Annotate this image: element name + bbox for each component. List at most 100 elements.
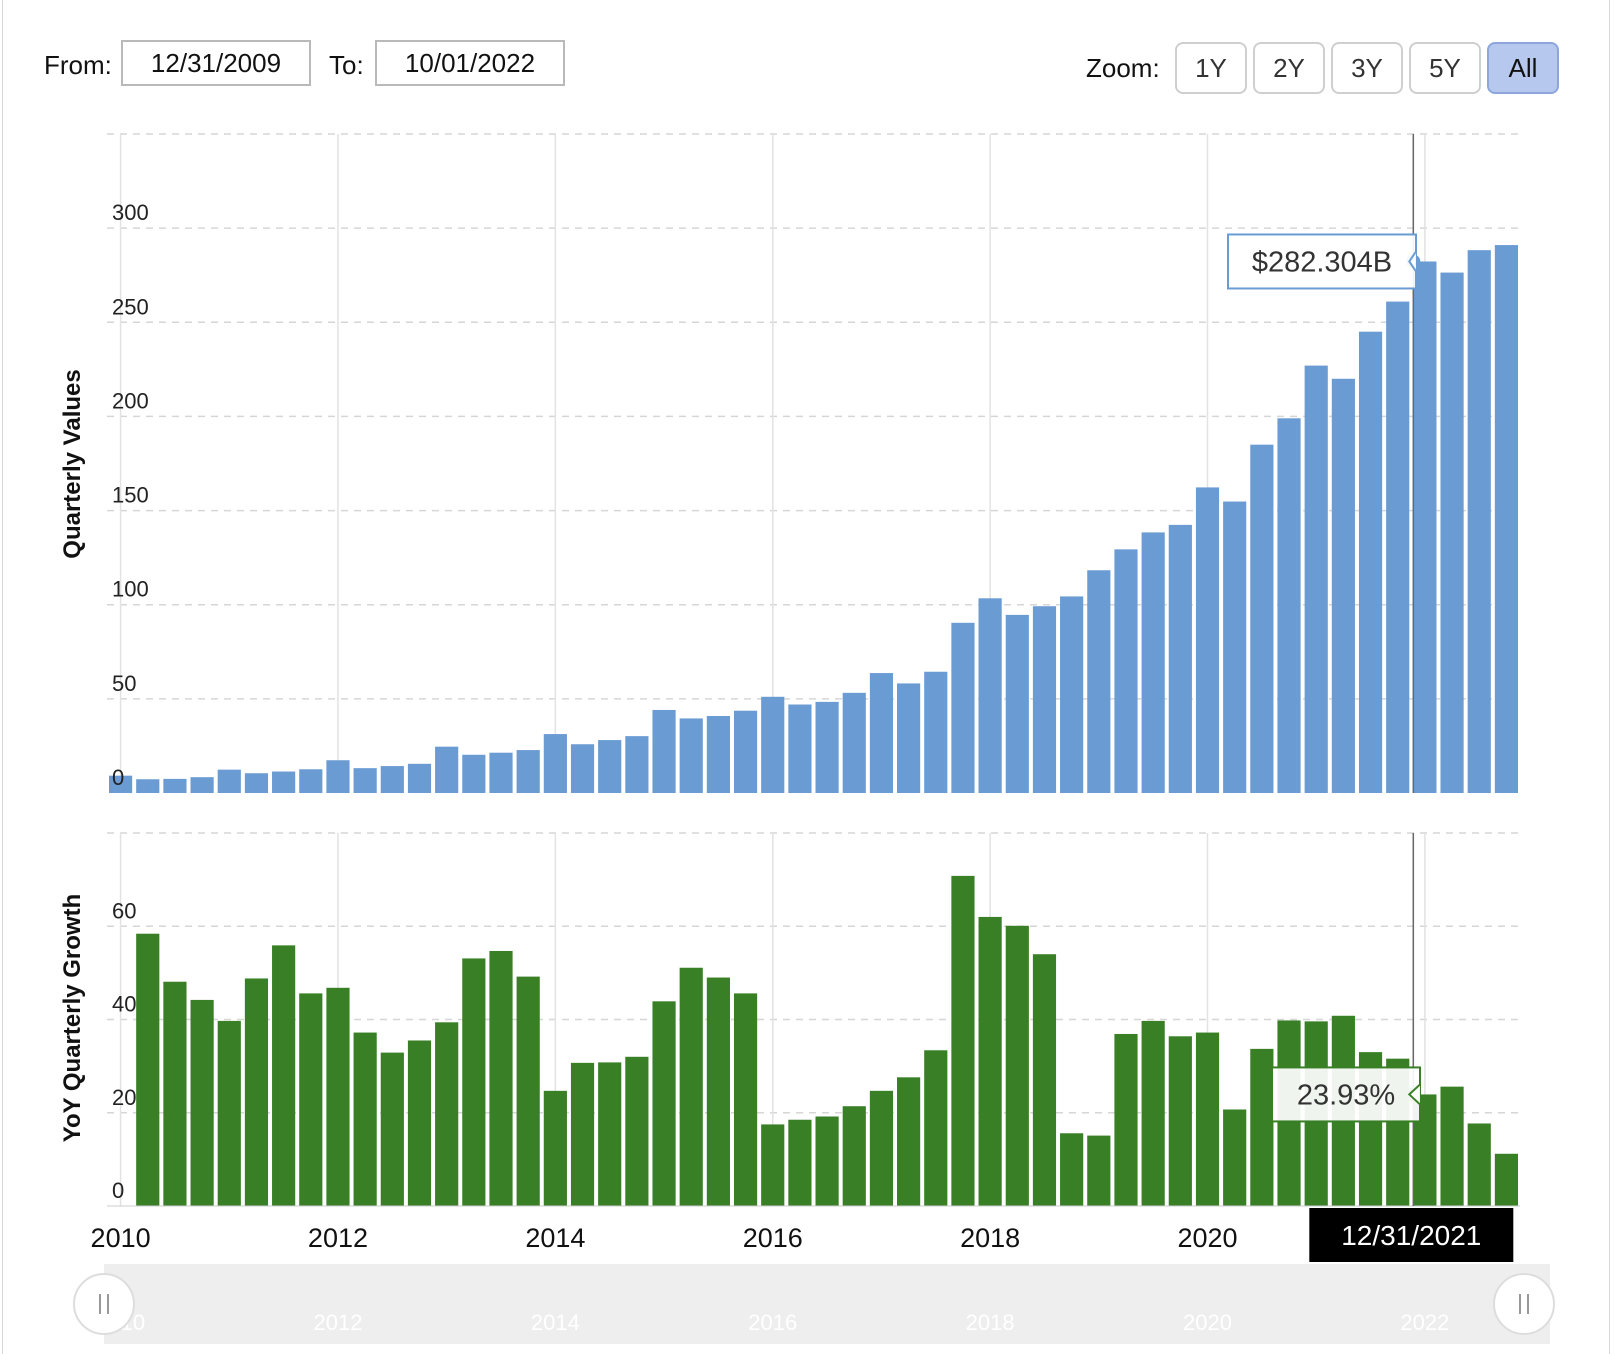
from-date-input[interactable] [121, 40, 311, 86]
quarterly-values-bar [706, 715, 730, 793]
quarterly-values-bar [435, 746, 459, 793]
navigator: 2010201220142016201820202022 [73, 1264, 1555, 1344]
quarterly-values-bar [1141, 532, 1165, 793]
yoy-growth-bar [1032, 954, 1057, 1206]
quarterly-values-bar [1413, 261, 1437, 793]
quarterly-values-bars [109, 245, 1518, 794]
zoom-label: Zoom: [1086, 53, 1160, 83]
x-tick-label: 2018 [960, 1223, 1020, 1253]
quarterly-values-bar [924, 671, 948, 793]
zoom-all-button[interactable]: All [1487, 42, 1559, 94]
y-tick-label: 200 [112, 388, 149, 413]
quarterly-values-bar [788, 704, 812, 793]
quarterly-values-bar [842, 692, 866, 793]
tooltip-yoy-growth-text: 23.93% [1297, 1079, 1395, 1111]
quarterly-values-bar [217, 769, 241, 793]
yoy-growth-bar [1195, 1032, 1220, 1206]
quarterly-values-bar [815, 701, 839, 793]
overlay-layer: $282.304B 23.93% 12/31/2021 [1227, 134, 1514, 1262]
crosshair-date-box [1309, 1208, 1514, 1262]
yoy-growth-bar [842, 1106, 866, 1206]
quarterly-values-bar [1223, 501, 1247, 793]
yoy-growth-bar [897, 1077, 921, 1206]
zoom-3y-button[interactable]: 3Y [1331, 42, 1403, 94]
navigator-track[interactable] [104, 1264, 1550, 1344]
yoy-growth-bar [815, 1116, 839, 1206]
yoy-growth-bar [163, 981, 187, 1206]
quarterly-values-bar [163, 778, 187, 793]
yoy-growth-bar [1223, 1109, 1247, 1206]
yoy-growth-bar [462, 958, 486, 1206]
quarterly-values-bar [625, 736, 649, 793]
quarterly-values-bar [1467, 250, 1491, 793]
y-tick-label: 20 [112, 1085, 136, 1110]
quarterly-values-bar [978, 598, 1002, 793]
quarterly-values-bar [407, 763, 432, 793]
quarterly-values-bar [570, 744, 595, 793]
zoom-5y-button[interactable]: 5Y [1409, 42, 1481, 94]
quarterly-values-bar [1250, 444, 1274, 793]
quarterly-values-bar [1386, 301, 1410, 793]
y-tick-label: 100 [112, 577, 149, 602]
quarterly-values-bar [1032, 606, 1057, 793]
yoy-growth-bar [924, 1050, 948, 1206]
grid-layer [107, 133, 1520, 1206]
yoy-growth-bar [326, 987, 350, 1206]
navigator-left-handle[interactable] [73, 1273, 135, 1335]
yoy-growth-bar [1114, 1033, 1138, 1206]
crosshair-date-label: 12/31/2021 [1341, 1220, 1481, 1251]
yoy-growth-bar [598, 1062, 622, 1206]
quarterly-values-bar [652, 709, 676, 793]
tooltip-quarterly-value-text: $282.304B [1252, 246, 1392, 278]
yoy-growth-bars [136, 875, 1518, 1206]
x-tick-label: 2010 [91, 1223, 151, 1253]
yoy-growth-bar [679, 967, 703, 1206]
y-tick-label: 0 [112, 1178, 124, 1203]
to-date-input[interactable] [375, 40, 565, 86]
quarterly-values-bar [1440, 272, 1464, 794]
yoy-growth-bar [625, 1056, 649, 1206]
to-label: To: [329, 50, 364, 80]
y-axis-title-yoy-growth: YoY Quarterly Growth [59, 894, 86, 1143]
yoy-growth-bar [951, 875, 975, 1206]
from-label: From: [44, 50, 112, 80]
yoy-growth-bar [516, 976, 540, 1206]
quarterly-values-bar [380, 766, 404, 793]
yoy-growth-bar [869, 1090, 894, 1206]
quarterly-values-bar [299, 769, 323, 793]
quarterly-values-bar [869, 673, 894, 793]
quarterly-values-bar [326, 760, 350, 793]
yoy-growth-bar [489, 950, 513, 1206]
y-tick-label: 60 [112, 898, 136, 923]
yoy-growth-bar [978, 916, 1002, 1206]
quarterly-values-bar [516, 750, 540, 793]
quarterly-values-bar [761, 696, 785, 793]
quarterly-values-bar [109, 775, 133, 793]
yoy-growth-bar [1467, 1123, 1491, 1206]
yoy-growth-bar [136, 933, 160, 1206]
y-tick-label: 300 [112, 200, 149, 225]
yoy-growth-bar [244, 978, 269, 1206]
yoy-growth-bar [353, 1032, 377, 1206]
navigator-year-label: 2018 [966, 1310, 1015, 1335]
y-tick-label: 50 [112, 671, 136, 696]
y-tick-label: 150 [112, 483, 149, 508]
navigator-year-label: 2012 [313, 1310, 362, 1335]
yoy-growth-bar [706, 977, 730, 1206]
navigator-year-label: 2022 [1400, 1310, 1449, 1335]
quarterly-values-bar [679, 718, 703, 793]
y-tick-label: 250 [112, 294, 149, 319]
yoy-growth-bar [1440, 1086, 1464, 1206]
quarterly-values-bar [598, 740, 622, 793]
y-axis-title-quarterly-values: Quarterly Values [59, 369, 86, 558]
navigator-right-handle[interactable] [1493, 1273, 1555, 1335]
zoom-2y-button[interactable]: 2Y [1253, 42, 1325, 94]
tooltip-quarterly-value-pointer [1408, 250, 1417, 273]
quarterly-values-bar [489, 752, 513, 793]
quarterly-values-bar [1277, 418, 1301, 793]
quarterly-values-bar [272, 771, 296, 793]
y-tick-label: 0 [112, 765, 124, 790]
zoom-1y-button[interactable]: 1Y [1175, 42, 1247, 94]
navigator-year-label: 2016 [748, 1310, 797, 1335]
